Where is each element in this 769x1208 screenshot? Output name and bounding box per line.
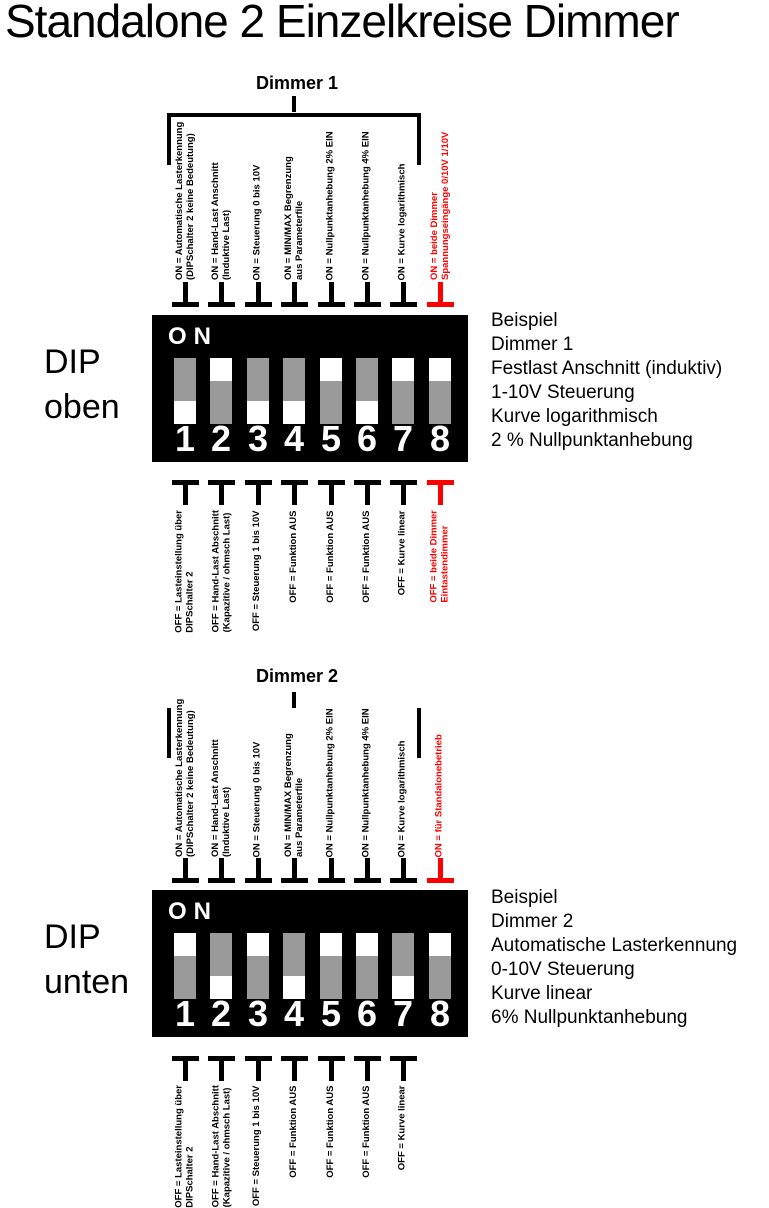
dip1-sw7-bottom-stub bbox=[390, 480, 417, 505]
dip1-sw8-top-stub bbox=[427, 282, 454, 307]
dip1-switch-5-number: 5 bbox=[320, 418, 342, 459]
dip2-sw7-bottom-stub bbox=[390, 1056, 417, 1081]
dip1-switch-3 bbox=[247, 358, 269, 424]
dip1-sw1-bottom-stub bbox=[172, 480, 199, 505]
dip1-switch-4-number: 4 bbox=[283, 418, 305, 459]
dip2-switch-6-number: 6 bbox=[356, 993, 378, 1034]
dip2-switch-2-number: 2 bbox=[210, 993, 232, 1034]
dip1-switch-1 bbox=[174, 358, 196, 424]
dip2-switch-8-number: 8 bbox=[429, 993, 451, 1034]
dimmer2-header: Dimmer 2 bbox=[255, 666, 339, 686]
dip2-switch-3-number: 3 bbox=[247, 993, 269, 1034]
dip2-switch-6 bbox=[356, 933, 378, 999]
dip2-sw6-top-stub bbox=[354, 858, 381, 883]
dip2-sw8-top-stub bbox=[427, 858, 454, 883]
dimmer1-header: Dimmer 1 bbox=[255, 73, 339, 93]
dip1-sw8-bottom-stub bbox=[427, 480, 454, 505]
dimmer2-bracket-left bbox=[167, 708, 171, 758]
dip1-switch-2 bbox=[210, 358, 232, 424]
dip2-switch-7-lever bbox=[392, 976, 414, 999]
dip2-sw5-top-stub bbox=[318, 858, 345, 883]
dip2-sw4-top-stub bbox=[281, 858, 308, 883]
dip1-switch-4-lever bbox=[283, 401, 305, 424]
dip-block-unten: ON 1 2 3 4 5 6 7 8 bbox=[152, 890, 468, 1037]
dip1-sw7-top-stub bbox=[390, 282, 417, 307]
dip2-sw3-top-stub bbox=[245, 858, 272, 883]
dip1-switch-7-lever bbox=[392, 358, 414, 381]
dip2-switch-1-number: 1 bbox=[174, 993, 196, 1034]
dip1-sw3-bottom-stub bbox=[245, 480, 272, 505]
dip2-sw2-bottom-stub bbox=[208, 1056, 235, 1081]
dip2-sw1-bottom-stub bbox=[172, 1056, 199, 1081]
dip1-sw2-top-stub bbox=[208, 282, 235, 307]
dip2-switch-8 bbox=[429, 933, 451, 999]
dip-block-oben: ON 1 2 3 4 5 6 7 8 bbox=[152, 315, 468, 462]
dip1-switch-1-lever bbox=[174, 401, 196, 424]
dip2-sw3-bottom-stub bbox=[245, 1056, 272, 1081]
dip1-sw4-top-stub bbox=[281, 282, 308, 307]
dip2-switch-7 bbox=[392, 933, 414, 999]
dip2-sw5-bottom-stub bbox=[318, 1056, 345, 1081]
dip2-sw2-top-stub bbox=[208, 858, 235, 883]
dip1-switch-8-number: 8 bbox=[429, 418, 451, 459]
dip1-switch-7 bbox=[392, 358, 414, 424]
dip1-sw1-top-stub bbox=[172, 282, 199, 307]
dip2-switch-6-lever bbox=[356, 933, 378, 956]
dip1-switch-8 bbox=[429, 358, 451, 424]
dip1-switch-4 bbox=[283, 358, 305, 424]
dip2-switch-4-lever bbox=[283, 976, 305, 999]
dip1-switch-5 bbox=[320, 358, 342, 424]
dip2-sw4-bottom-stub bbox=[281, 1056, 308, 1081]
dip2-switch-4 bbox=[283, 933, 305, 999]
dip2-switch-2 bbox=[210, 933, 232, 999]
dip1-switch-2-number: 2 bbox=[210, 418, 232, 459]
dip1-on-indicator: ON bbox=[168, 323, 218, 350]
dip1-sw5-bottom-stub bbox=[318, 480, 345, 505]
dip2-switch-8-lever bbox=[429, 933, 451, 956]
dimmer2-bracket-right bbox=[417, 708, 421, 758]
dip1-sw2-bottom-stub bbox=[208, 480, 235, 505]
dip1-sw3-top-stub bbox=[245, 282, 272, 307]
dip2-switch-5 bbox=[320, 933, 342, 999]
dip2-switch-2-lever bbox=[210, 976, 232, 999]
dip2-switch-3-lever bbox=[247, 933, 269, 956]
dip1-switch-1-number: 1 bbox=[174, 418, 196, 459]
dip1-switch-7-number: 7 bbox=[392, 418, 414, 459]
dimmer1-header-tick bbox=[292, 96, 296, 112]
dip2-switch-7-number: 7 bbox=[392, 993, 414, 1034]
dip-unten-label: DIP unten bbox=[44, 918, 130, 1001]
dip-oben-label: DIP oben bbox=[44, 343, 120, 426]
example-dimmer2: Beispiel Dimmer 2 Automatische Lasterken… bbox=[491, 887, 738, 1028]
dip2-on-indicator: ON bbox=[168, 898, 218, 925]
dip1-sw6-top-stub bbox=[354, 282, 381, 307]
dip2-switch-5-lever bbox=[320, 933, 342, 956]
dip2-sw1-top-stub bbox=[172, 858, 199, 883]
dip2-switch-4-number: 4 bbox=[283, 993, 305, 1034]
dimmer1-bracket bbox=[167, 113, 421, 165]
dip1-switch-5-lever bbox=[320, 358, 342, 381]
dip1-sw6-bottom-stub bbox=[354, 480, 381, 505]
dip1-switch-2-lever bbox=[210, 358, 232, 381]
dip1-switch-6-lever bbox=[356, 401, 378, 424]
dip1-switch-8-lever bbox=[429, 358, 451, 381]
dip2-switch-1 bbox=[174, 933, 196, 999]
dimmer2-header-tick bbox=[292, 692, 296, 708]
dip1-sw4-bottom-stub bbox=[281, 480, 308, 505]
dip2-switch-3 bbox=[247, 933, 269, 999]
dip1-switch-3-lever bbox=[247, 401, 269, 424]
dip1-switch-6 bbox=[356, 358, 378, 424]
page-title: Standalone 2 Einzelkreise Dimmer bbox=[5, 0, 680, 47]
dip2-sw7-top-stub bbox=[390, 858, 417, 883]
dip1-switch-6-number: 6 bbox=[356, 418, 378, 459]
dip2-switch-5-number: 5 bbox=[320, 993, 342, 1034]
dip2-sw6-bottom-stub bbox=[354, 1056, 381, 1081]
example-dimmer1: Beispiel Dimmer 1 Festlast Anschnitt (in… bbox=[491, 310, 723, 451]
dip1-sw5-top-stub bbox=[318, 282, 345, 307]
dip1-switch-3-number: 3 bbox=[247, 418, 269, 459]
dip2-switch-1-lever bbox=[174, 933, 196, 956]
